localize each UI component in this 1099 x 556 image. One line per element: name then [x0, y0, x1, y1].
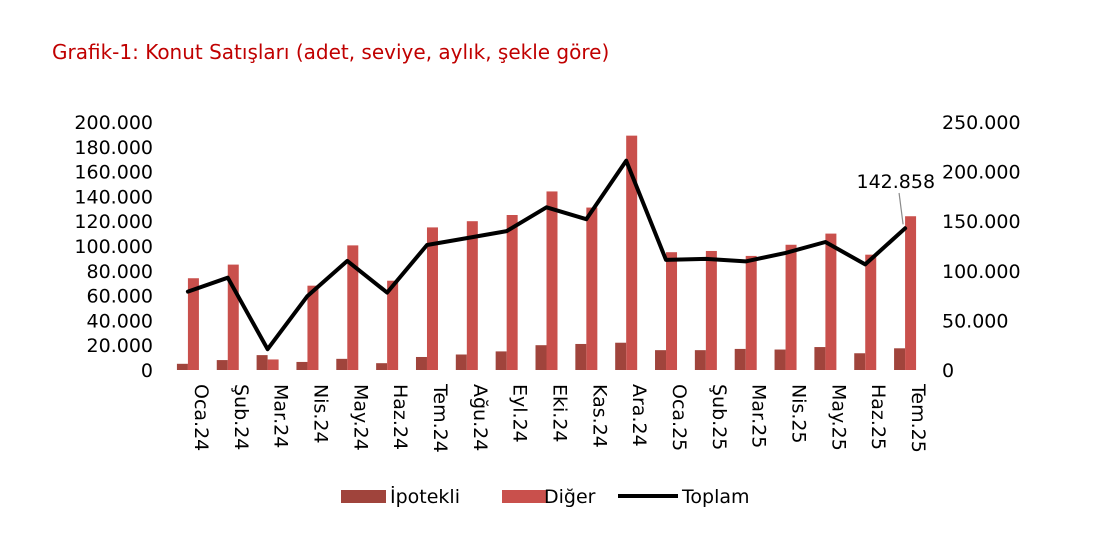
category-label: Ağu.24: [469, 384, 491, 451]
category-label: Haz.25: [867, 384, 889, 450]
right-y-tick-label: 250.000: [942, 112, 1021, 134]
diger-bar: [785, 244, 797, 370]
left-y-tick-label: 20.000: [87, 335, 153, 357]
diger-bar: [187, 278, 199, 370]
category-label: May.24: [349, 384, 371, 451]
ipotekli-bar: [415, 356, 427, 370]
ipotekli-bar: [336, 358, 348, 370]
category-label: Haz.24: [389, 384, 411, 450]
bar-series-group: [176, 135, 917, 370]
left-y-tick-label: 180.000: [74, 137, 153, 159]
ipotekli-bar: [455, 354, 467, 370]
legend-label: Diğer: [544, 486, 596, 508]
category-label: Kas.24: [588, 384, 610, 448]
diger-bar: [666, 252, 678, 370]
right-y-tick-label: 0: [942, 360, 954, 382]
left-y-tick-label: 100.000: [74, 236, 153, 258]
category-label: May.25: [827, 384, 849, 451]
right-y-tick-label: 150.000: [942, 211, 1021, 233]
right-y-tick-label: 100.000: [942, 261, 1021, 283]
category-label: Eyl.24: [509, 384, 531, 443]
right-y-axis: 0 50.000 100.000 150.000 200.000 250.000: [942, 112, 1021, 382]
category-label: Nis.25: [788, 384, 810, 444]
diger-bar: [307, 285, 319, 370]
ipotekli-bar: [655, 350, 667, 370]
x-axis-labels: Oca.24 Şub.24 Mar.24 Nis.24 May.24 Haz.24 Tem.…: [190, 383, 929, 453]
ipotekli-bar: [575, 343, 587, 370]
annotation-label: 142.858: [857, 171, 936, 193]
annotation-group: 142.858: [857, 171, 936, 225]
diger-bar: [586, 207, 598, 370]
ipotekli-bar: [894, 348, 906, 370]
diger-bar: [705, 250, 717, 370]
ipotekli-bar: [256, 355, 268, 370]
diger-legend-swatch: [502, 490, 547, 503]
line-series-group: [185, 158, 908, 352]
ipotekli-bar: [814, 347, 826, 370]
diger-bar: [387, 280, 399, 370]
ipotekli-bar: [535, 345, 547, 370]
ipotekli-bar: [495, 351, 507, 370]
category-label: Mar.25: [748, 384, 770, 448]
legend: İpotekli Diğer Toplam: [341, 485, 750, 508]
left-y-tick-label: 200.000: [74, 112, 153, 134]
category-label: Oca.25: [668, 384, 690, 451]
ipotekli-bar: [854, 353, 866, 370]
left-y-tick-label: 60.000: [87, 286, 153, 308]
ipotekli-bar: [615, 342, 627, 370]
category-label: Şub.24: [230, 384, 252, 450]
diger-bar: [227, 264, 239, 370]
category-label: Tem.24: [429, 383, 451, 453]
diger-bar: [466, 221, 478, 370]
right-y-tick-label: 200.000: [942, 162, 1021, 184]
diger-bar: [745, 255, 757, 370]
category-label: Şub.25: [708, 384, 730, 450]
chart-title: Grafik-1: Konut Satışları (adet, seviye,…: [52, 40, 610, 64]
category-label: Tem.25: [907, 383, 929, 453]
ipotekli-bar: [774, 349, 786, 370]
diger-bar: [546, 191, 558, 370]
category-label: Nis.24: [309, 384, 331, 444]
diger-bar: [905, 216, 917, 370]
diger-bar: [865, 254, 877, 370]
left-y-tick-label: 80.000: [87, 261, 153, 283]
ipotekli-bar: [376, 363, 388, 370]
diger-bar: [506, 215, 518, 370]
category-label: Oca.24: [190, 384, 212, 451]
ipotekli-bar: [216, 360, 228, 370]
diger-bar: [426, 227, 438, 370]
category-label: Mar.24: [270, 384, 292, 448]
ipotekli-bar: [694, 350, 706, 370]
diger-bar: [626, 135, 638, 370]
annotation-leader: [898, 192, 904, 225]
ipotekli-bar: [296, 361, 308, 370]
ipotekli-bar: [734, 348, 746, 370]
left-y-tick-label: 40.000: [87, 310, 153, 332]
ipotekli-legend-swatch: [341, 490, 386, 503]
ipotekli-bar: [176, 363, 188, 370]
left-y-tick-label: 140.000: [74, 186, 153, 208]
diger-bar: [267, 359, 279, 370]
right-y-tick-label: 50.000: [942, 310, 1008, 332]
diger-bar: [825, 233, 837, 370]
category-label: Ara.24: [628, 384, 650, 447]
category-label: Eki.24: [549, 384, 571, 443]
diger-bar: [347, 245, 359, 370]
legend-label: İpotekli: [390, 485, 460, 508]
left-y-tick-label: 120.000: [74, 211, 153, 233]
left-y-tick-label: 160.000: [74, 162, 153, 184]
left-y-tick-label: 0: [141, 360, 153, 382]
legend-label: Toplam: [681, 486, 750, 508]
